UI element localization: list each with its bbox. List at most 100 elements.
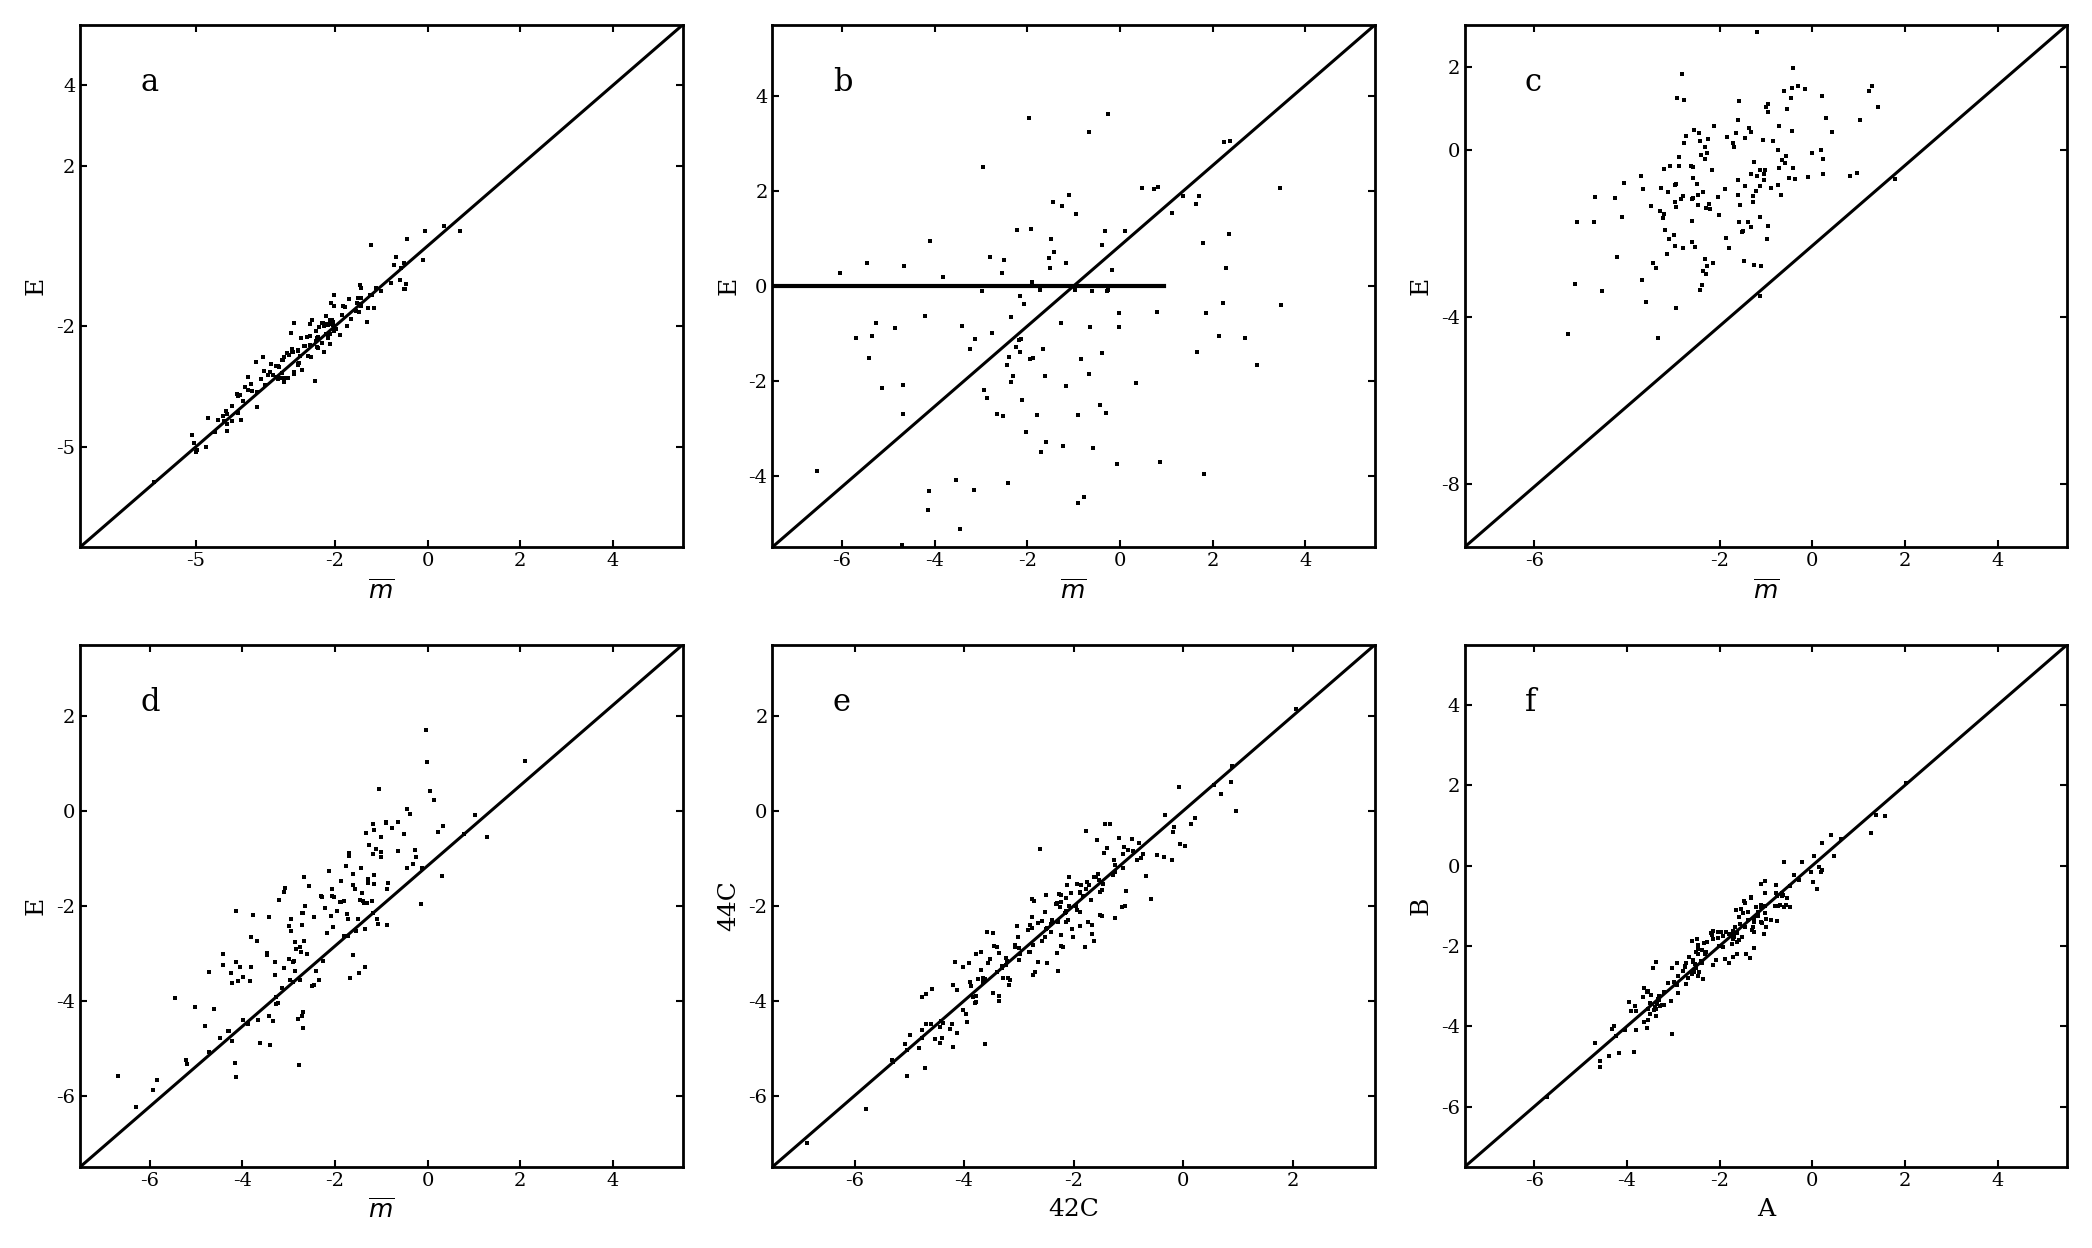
- Point: [1734, 217, 1768, 237]
- Point: [1021, 952, 1054, 972]
- Point: [977, 982, 1010, 1002]
- Point: [301, 327, 335, 347]
- Point: [998, 337, 1031, 357]
- Point: [923, 1033, 956, 1053]
- Point: [305, 313, 339, 333]
- Point: [885, 403, 918, 423]
- Point: [391, 859, 425, 879]
- Point: [1663, 156, 1697, 176]
- Point: [1745, 875, 1778, 895]
- Point: [1638, 952, 1672, 972]
- Point: [1142, 177, 1176, 197]
- Point: [172, 1055, 205, 1075]
- Point: [404, 894, 437, 914]
- Point: [280, 938, 314, 958]
- Point: [1776, 57, 1810, 77]
- Point: [1205, 784, 1238, 804]
- Point: [1600, 247, 1634, 267]
- Point: [1718, 921, 1751, 941]
- Point: [1728, 917, 1761, 937]
- Point: [1678, 962, 1711, 982]
- Point: [1125, 844, 1159, 864]
- Point: [1695, 925, 1728, 945]
- Point: [1098, 850, 1132, 870]
- Point: [320, 318, 354, 338]
- Point: [1682, 186, 1715, 206]
- Point: [1736, 922, 1770, 942]
- Point: [1661, 87, 1695, 107]
- Point: [1059, 896, 1092, 916]
- Point: [224, 411, 257, 431]
- Point: [1215, 773, 1249, 792]
- Point: [1678, 955, 1711, 975]
- Point: [331, 316, 364, 336]
- Point: [1117, 841, 1151, 861]
- Point: [1027, 927, 1061, 947]
- Point: [314, 324, 347, 344]
- Point: [285, 904, 318, 924]
- Point: [1749, 871, 1782, 891]
- Point: [259, 356, 293, 376]
- Point: [1722, 170, 1755, 190]
- Point: [180, 441, 213, 461]
- Point: [1632, 1011, 1665, 1031]
- Point: [1004, 287, 1038, 307]
- Point: [410, 753, 444, 773]
- Point: [1157, 821, 1190, 841]
- Point: [893, 1026, 927, 1046]
- Point: [272, 950, 305, 970]
- Point: [310, 897, 343, 917]
- Point: [293, 336, 326, 356]
- Point: [251, 364, 285, 384]
- Point: [1632, 981, 1665, 1001]
- Y-axis label: E: E: [718, 277, 741, 295]
- Point: [203, 1028, 236, 1048]
- Point: [249, 374, 282, 394]
- Point: [301, 970, 335, 990]
- Point: [395, 854, 429, 874]
- Point: [1592, 1046, 1625, 1066]
- Point: [1634, 1003, 1667, 1023]
- Point: [1082, 830, 1115, 850]
- Point: [1676, 931, 1709, 951]
- Point: [215, 396, 249, 416]
- Point: [1692, 130, 1726, 150]
- Point: [276, 951, 310, 971]
- Point: [1653, 156, 1686, 176]
- Point: [939, 469, 973, 489]
- Point: [1782, 870, 1816, 890]
- Point: [140, 1070, 174, 1090]
- Point: [285, 346, 318, 366]
- Point: [1063, 882, 1096, 902]
- Point: [316, 314, 349, 334]
- Point: [1638, 997, 1672, 1017]
- Point: [1726, 927, 1759, 947]
- Point: [278, 313, 312, 333]
- Point: [1686, 261, 1720, 281]
- Point: [406, 857, 439, 877]
- Point: [274, 323, 308, 343]
- Point: [201, 411, 234, 431]
- Point: [967, 967, 1000, 987]
- Point: [1776, 79, 1810, 99]
- Point: [1015, 915, 1048, 935]
- Y-axis label: E: E: [25, 897, 48, 915]
- Point: [358, 875, 391, 895]
- Point: [1780, 76, 1814, 96]
- Point: [1778, 168, 1812, 188]
- Point: [1736, 186, 1770, 206]
- Point: [889, 1066, 923, 1086]
- Point: [1017, 965, 1050, 985]
- Point: [1843, 110, 1877, 130]
- Point: [1036, 192, 1069, 212]
- Point: [1726, 222, 1759, 242]
- Point: [1605, 207, 1638, 227]
- Point: [1764, 116, 1797, 136]
- Point: [1182, 186, 1215, 206]
- Point: [1713, 925, 1747, 945]
- Point: [343, 296, 377, 316]
- Point: [331, 926, 364, 946]
- Point: [1531, 1087, 1565, 1107]
- Point: [1768, 81, 1801, 101]
- Point: [278, 961, 312, 981]
